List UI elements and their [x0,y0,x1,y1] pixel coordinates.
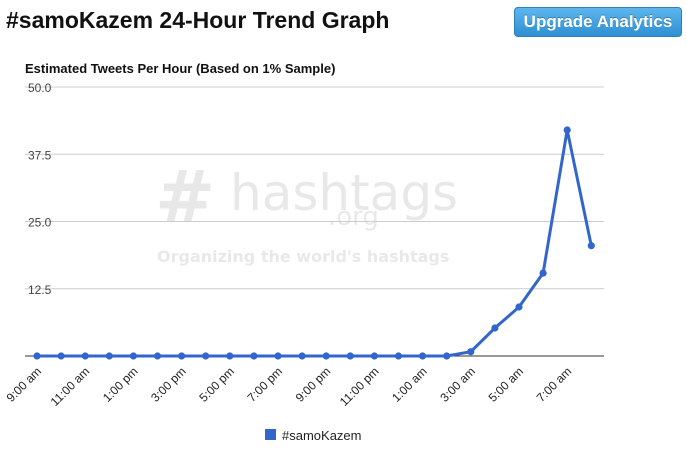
y-tick-label: 50.0 [28,81,52,95]
x-tick-label: 11:00 pm [337,364,382,409]
series-line [37,128,593,358]
data-point [322,352,330,360]
x-tick-label: 1:00 pm [100,364,141,405]
data-point [226,352,234,360]
data-point [153,352,162,360]
legend-swatch [265,429,276,440]
data-point [274,352,282,360]
data-point [515,303,523,311]
data-point [443,352,451,360]
data-point [33,352,41,360]
data-point [563,126,571,134]
hashtags-watermark: # hashtags .org Organizing the world's h… [155,155,458,266]
upgrade-analytics-button[interactable]: Upgrade Analytics [514,7,682,37]
watermark-tagline: Organizing the world's hashtags [157,247,449,266]
x-tick-label: 3:00 pm [148,364,189,405]
page-title: #samoKazem 24-Hour Trend Graph [6,7,390,33]
data-point [250,352,258,360]
data-point [129,352,137,360]
x-tick-label: 5:00 am [486,364,527,405]
data-point [370,352,378,360]
chart-title: Estimated Tweets Per Hour (Based on 1% S… [25,61,335,76]
x-tick-label: 9:00 am [4,364,45,405]
x-tick-label: 5:00 pm [196,364,237,405]
data-point [178,352,186,360]
data-point [491,324,499,332]
data-point [105,352,113,360]
data-point [587,242,595,250]
data-point [419,352,427,360]
watermark-hash: # [155,155,215,239]
data-point [298,352,306,360]
y-tick-label: 25.0 [28,216,52,230]
data-point [57,352,65,360]
x-tick-label: 11:00 am [48,364,93,409]
legend-label: #samoKazem [282,428,361,443]
legend: #samoKazem [265,428,361,443]
y-tick-label: 37.5 [28,148,52,162]
x-tick-label: 9:00 pm [293,364,334,405]
x-tick-label: 1:00 am [389,364,430,405]
x-tick-label: 3:00 am [437,364,478,405]
y-tick-label: 12.5 [28,283,52,297]
watermark-name: hashtags [230,164,458,222]
data-point [467,348,475,356]
x-tick-label: 7:00 am [534,364,575,405]
data-point [346,352,354,360]
data-point [394,352,403,360]
data-point [202,352,210,360]
data-point [81,352,89,360]
x-tick-label: 7:00 pm [245,364,286,405]
watermark-domain: .org [328,202,379,232]
data-point [539,269,547,277]
